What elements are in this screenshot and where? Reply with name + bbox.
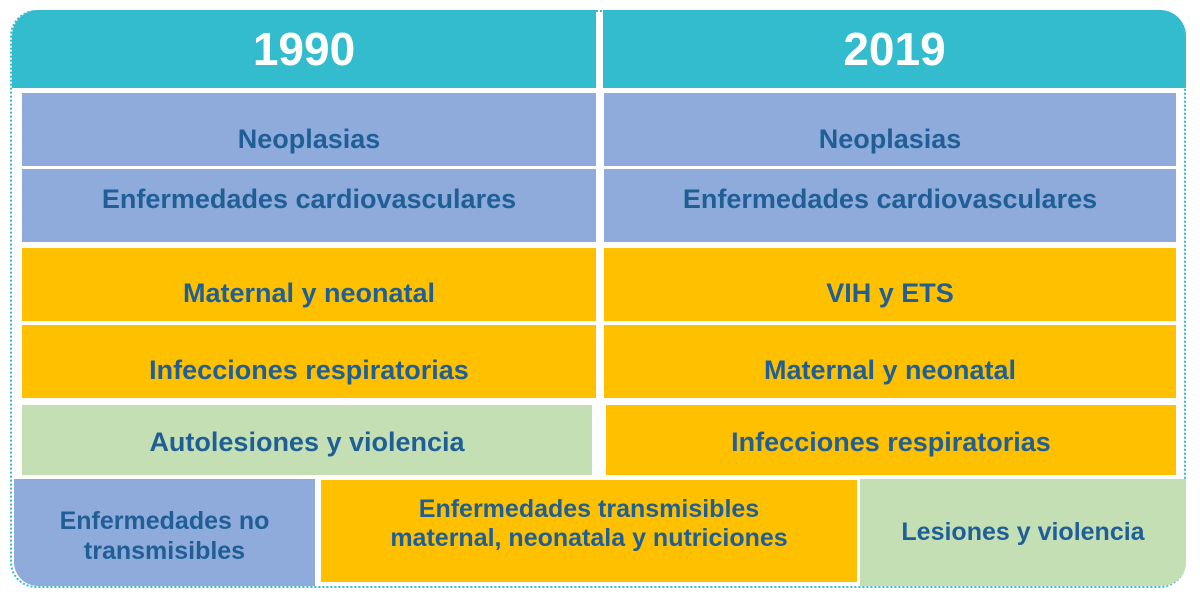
cause-1990-rank-3: Maternal y neonatal [22, 248, 596, 321]
cause-1990-rank-5: Autolesiones y violencia [22, 405, 592, 475]
cause-2019-rank-3: VIH y ETS [604, 248, 1176, 321]
diagram-frame [10, 10, 1186, 588]
cause-1990-rank-4: Infecciones respiratorias [22, 325, 596, 398]
cause-2019-rank-4: Maternal y neonatal [604, 325, 1176, 398]
cause-1990-rank-1: Neoplasias [22, 93, 596, 166]
year-header-1990: 1990 [12, 10, 596, 88]
cause-2019-rank-1: Neoplasias [604, 93, 1176, 166]
cause-2019-rank-2: Enfermedades cardiovasculares [604, 169, 1176, 242]
cause-1990-rank-2: Enfermedades cardiovasculares [22, 169, 596, 242]
legend-communicable: Enfermedades transmisibles maternal, neo… [321, 480, 857, 582]
cause-2019-rank-5: Infecciones respiratorias [606, 405, 1176, 475]
legend-injuries: Lesiones y violencia [860, 479, 1186, 586]
year-header-2019: 2019 [603, 10, 1186, 88]
legend-non-communicable: Enfermedades no transmisibles [14, 479, 315, 586]
